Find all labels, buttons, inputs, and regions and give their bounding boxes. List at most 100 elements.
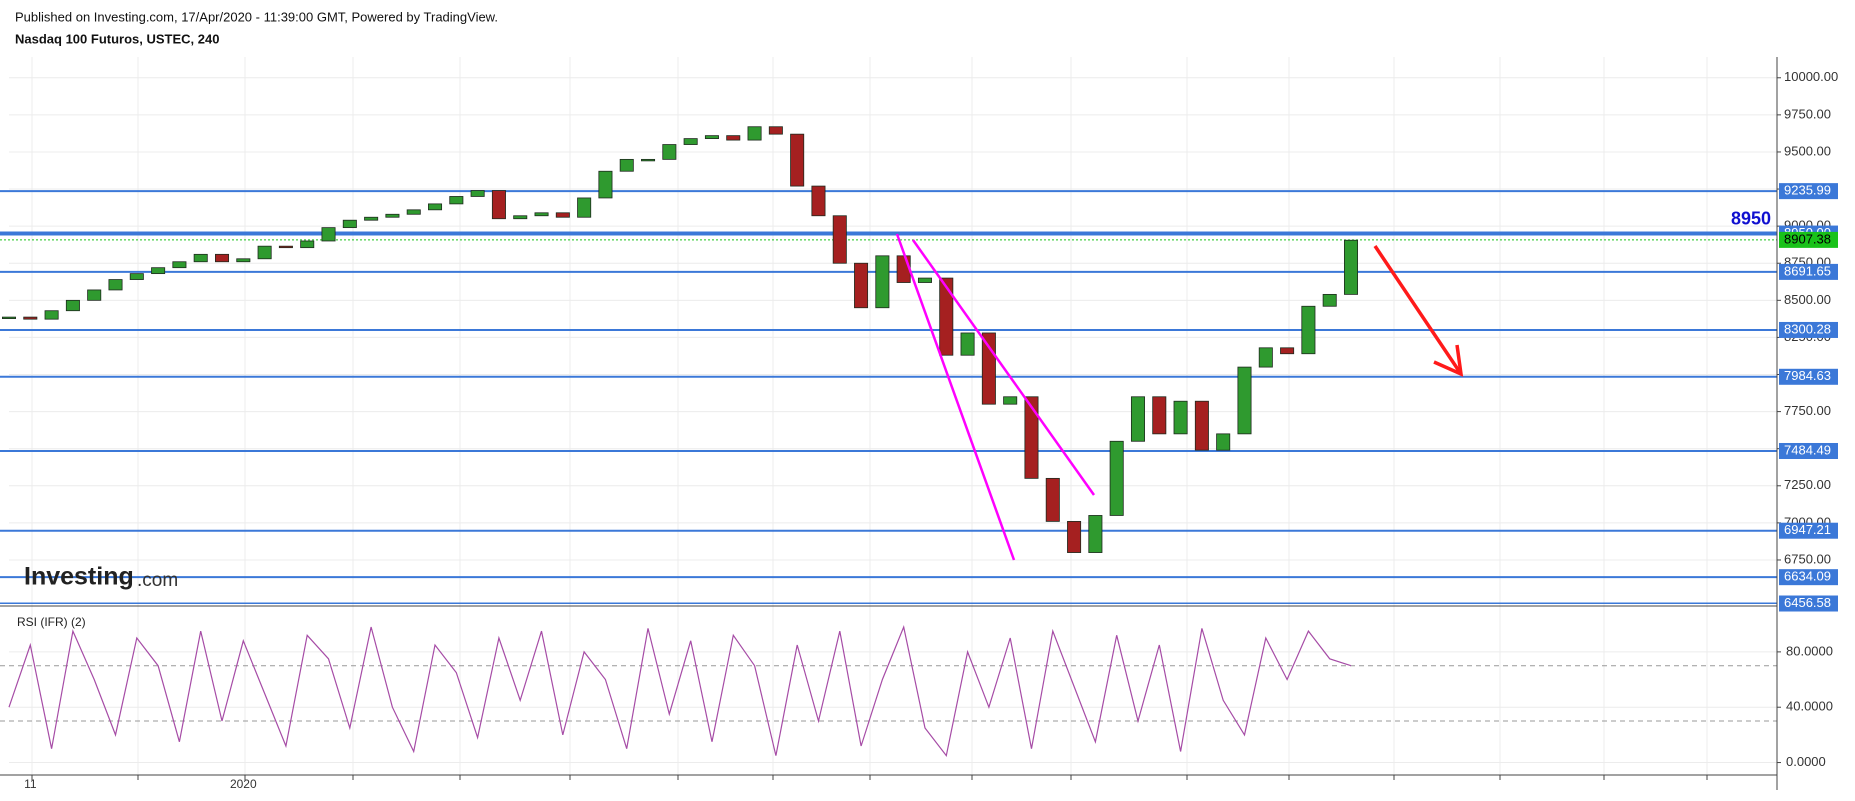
level-label-box (1779, 569, 1838, 586)
candle (491, 190, 506, 220)
level-label: 7984.63 (1784, 368, 1831, 383)
rsi-title: RSI (IFR) (2) (17, 615, 86, 629)
candle (1173, 400, 1188, 435)
arrow (1373, 245, 1463, 375)
logo-suffix: .com (137, 570, 178, 591)
level-label-box (1779, 368, 1838, 385)
candle (854, 262, 869, 309)
arrow-head (1433, 344, 1464, 377)
candle (704, 135, 719, 140)
logo: Investing (24, 563, 134, 591)
candle (683, 138, 698, 145)
candle (534, 212, 549, 217)
rsi-line (8, 624, 1352, 758)
candle (662, 144, 677, 160)
axis-layer: 6750.007000.007250.007500.007750.008000.… (24, 69, 1838, 791)
level-label-box (1779, 442, 1838, 459)
candle (449, 196, 464, 205)
last-price-box (1779, 231, 1838, 248)
level-label: 6456.58 (1784, 595, 1831, 610)
candle (151, 267, 166, 275)
candle (513, 215, 528, 220)
grid-layer (9, 57, 1777, 775)
candle (1152, 396, 1167, 435)
candle (1322, 293, 1337, 307)
candle (875, 255, 890, 309)
level-label: 6634.09 (1784, 569, 1831, 584)
candle (321, 227, 336, 242)
y-tick-label: 8500.00 (1784, 292, 1831, 307)
instrument-title: Nasdaq 100 Futuros, USTEC, 240 (15, 31, 219, 46)
level-label: 9235.99 (1784, 183, 1831, 198)
candle (577, 197, 592, 218)
candle (428, 203, 443, 211)
level-label: 8691.65 (1784, 263, 1831, 278)
candle (236, 258, 251, 263)
x-tick-label: 2020 (230, 777, 257, 791)
candle (87, 289, 102, 301)
candle (811, 185, 826, 217)
annotation: 8950 (1731, 208, 1771, 228)
candle (555, 212, 570, 218)
candle (1003, 396, 1018, 405)
y-tick-label: 9750.00 (1784, 106, 1831, 121)
level-label-box (1779, 183, 1838, 200)
candle (1045, 477, 1060, 522)
candle (1343, 239, 1359, 295)
candle (1280, 347, 1295, 355)
trendline (911, 239, 1096, 496)
level-label: 6947.21 (1784, 522, 1831, 537)
candle (406, 209, 421, 215)
rsi-panel (0, 624, 1777, 758)
candle (1109, 440, 1124, 516)
y-tick-label: 40.0000 (1786, 699, 1833, 714)
level-label-box (1779, 321, 1838, 338)
candle (726, 135, 741, 141)
candle (1067, 520, 1082, 553)
candle (65, 299, 80, 312)
y-tick-label: 7250.00 (1784, 477, 1831, 492)
candle (1237, 366, 1252, 435)
level-label-box (1779, 595, 1838, 612)
candle (215, 253, 230, 263)
candle (1, 316, 17, 319)
candle (1301, 305, 1316, 355)
y-tick-label: 0.0000 (1786, 754, 1826, 769)
candle (1194, 400, 1209, 451)
candle (1024, 396, 1039, 479)
y-tick-label: 6750.00 (1784, 551, 1831, 566)
candle (257, 245, 272, 260)
y-tick-label: 7750.00 (1784, 403, 1831, 418)
candle (641, 158, 656, 162)
candle (768, 126, 783, 135)
candle (342, 219, 357, 229)
level-label-box (1779, 522, 1838, 539)
level-label: 8300.28 (1784, 321, 1831, 336)
candle (960, 332, 975, 356)
candle (896, 255, 911, 283)
level-label: 7484.49 (1784, 442, 1831, 457)
published-note: Published on Investing.com, 17/Apr/2020 … (15, 9, 498, 24)
candle (832, 215, 847, 264)
candle (1216, 433, 1231, 451)
last-price-label: 8907.38 (1784, 231, 1831, 246)
candle (1258, 347, 1273, 368)
candle (129, 273, 144, 280)
candle (108, 279, 123, 291)
level-label-box (1779, 263, 1838, 280)
y-tick-label: 9500.00 (1784, 143, 1831, 158)
candle (598, 170, 613, 199)
trendline (895, 233, 1016, 561)
candle (172, 261, 187, 269)
candle (939, 277, 954, 356)
candle (1130, 396, 1145, 442)
y-tick-label: 10000.00 (1784, 69, 1838, 84)
candle (23, 316, 38, 320)
candle (981, 332, 996, 405)
candle (917, 277, 932, 283)
price-panel (0, 126, 1777, 604)
x-tick-label: 11 (24, 777, 37, 791)
y-tick-label: 80.0000 (1786, 643, 1833, 658)
candle (1088, 515, 1103, 553)
